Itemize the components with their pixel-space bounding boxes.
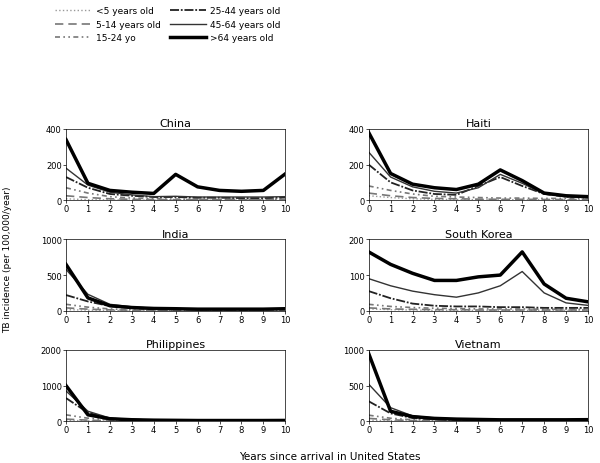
Title: South Korea: South Korea	[445, 229, 512, 239]
Title: Philippines: Philippines	[146, 339, 206, 350]
Title: India: India	[162, 229, 190, 239]
Title: China: China	[160, 119, 191, 129]
Title: Vietnam: Vietnam	[455, 339, 502, 350]
Text: Years since arrival in United States: Years since arrival in United States	[239, 450, 421, 461]
Legend: <5 years old, 5-14 years old, 15-24 yo, 25-44 years old, 45-64 years old, >64 ye: <5 years old, 5-14 years old, 15-24 yo, …	[53, 5, 284, 46]
Title: Haiti: Haiti	[466, 119, 491, 129]
Text: TB incidence (per 100,000/year): TB incidence (per 100,000/year)	[3, 186, 12, 332]
